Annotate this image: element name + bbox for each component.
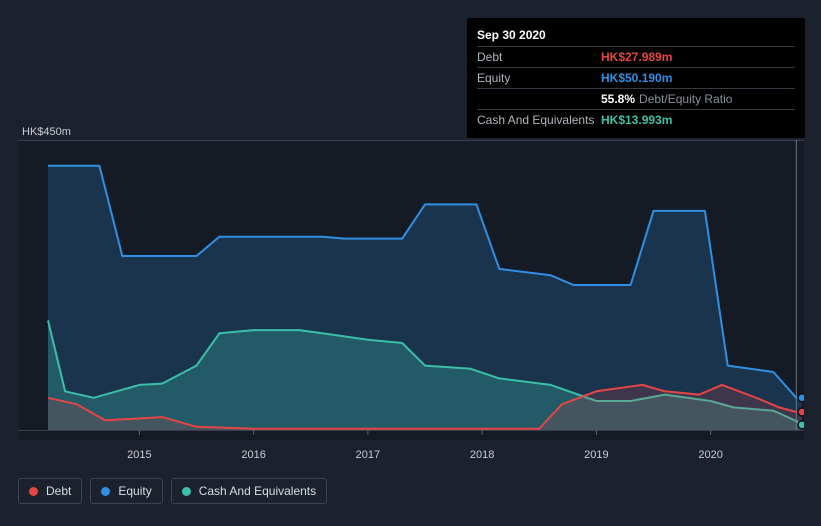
tooltip-row: DebtHK$27.989m xyxy=(477,46,795,67)
legend-item[interactable]: Debt xyxy=(18,478,82,504)
tooltip-row: EquityHK$50.190m xyxy=(477,67,795,88)
legend-label: Debt xyxy=(46,484,71,498)
x-axis-label: 2017 xyxy=(356,449,380,461)
legend-item[interactable]: Equity xyxy=(90,478,162,504)
x-axis-label: 2019 xyxy=(584,449,608,461)
x-axis-label: 2015 xyxy=(127,449,151,461)
x-axis-label: 2018 xyxy=(470,449,494,461)
legend-item[interactable]: Cash And Equivalents xyxy=(171,478,327,504)
tooltip-label: Debt xyxy=(477,48,601,66)
y-axis-label: HK$450m xyxy=(22,126,71,138)
tooltip-value: HK$50.190m xyxy=(601,69,672,87)
tooltip-row: 55.8%Debt/Equity Ratio xyxy=(477,88,795,109)
legend-swatch xyxy=(29,487,38,496)
chart-area xyxy=(18,140,804,440)
x-axis-label: 2020 xyxy=(698,449,722,461)
legend-label: Equity xyxy=(118,484,151,498)
legend-label: Cash And Equivalents xyxy=(199,484,316,498)
legend: Debt Equity Cash And Equivalents xyxy=(18,478,327,504)
chart-tooltip: Sep 30 2020 DebtHK$27.989mEquityHK$50.19… xyxy=(467,18,805,138)
area-chart-svg xyxy=(18,140,804,440)
tooltip-value: HK$13.993m xyxy=(601,111,672,129)
series-marker xyxy=(798,408,804,416)
tooltip-row: Cash And EquivalentsHK$13.993m xyxy=(477,109,795,130)
tooltip-note: Debt/Equity Ratio xyxy=(639,90,732,108)
x-axis: 2015 2016 2017 2018 2019 2020 xyxy=(18,445,804,461)
legend-swatch xyxy=(182,487,191,496)
series-marker xyxy=(798,394,804,402)
x-axis-label: 2016 xyxy=(241,449,265,461)
tooltip-value: 55.8% xyxy=(601,90,635,108)
tooltip-value: HK$27.989m xyxy=(601,48,672,66)
tooltip-label: Cash And Equivalents xyxy=(477,111,601,129)
tooltip-label xyxy=(477,90,601,108)
series-marker xyxy=(798,421,804,429)
tooltip-date: Sep 30 2020 xyxy=(477,26,795,46)
tooltip-label: Equity xyxy=(477,69,601,87)
legend-swatch xyxy=(101,487,110,496)
